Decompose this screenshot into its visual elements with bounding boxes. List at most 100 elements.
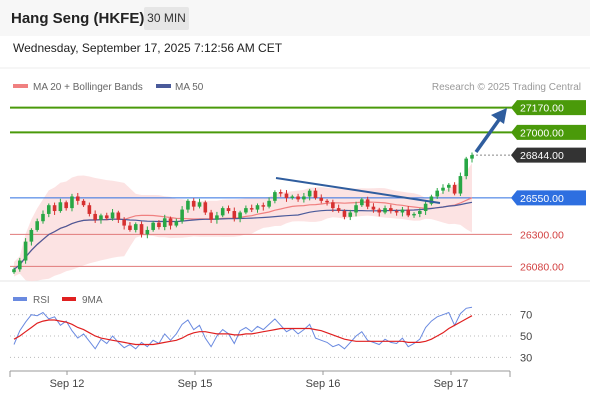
candle-body-31 bbox=[191, 200, 196, 207]
candle-body-8 bbox=[58, 202, 63, 212]
candle-body-40 bbox=[244, 208, 248, 213]
candle-body-77 bbox=[458, 176, 463, 194]
candle-body-27 bbox=[168, 218, 173, 226]
candle-body-66 bbox=[394, 211, 399, 213]
candle-body-6 bbox=[46, 205, 51, 214]
x-tick-label-0: Sep 12 bbox=[50, 378, 85, 390]
rsi-ma-line bbox=[13, 315, 473, 346]
candle-body-47 bbox=[284, 193, 289, 198]
level-label-1: 27000.00 bbox=[520, 127, 564, 139]
candle-body-30 bbox=[186, 200, 190, 210]
trend-lines bbox=[275, 108, 507, 204]
candle-body-46 bbox=[278, 192, 283, 194]
candle-body-33 bbox=[203, 202, 208, 213]
candle-body-3 bbox=[29, 229, 34, 242]
rsi-tick-label-0: 70 bbox=[520, 310, 532, 322]
projection-arrow-head bbox=[491, 108, 507, 124]
rsi-panel: 70 50 30 bbox=[10, 306, 532, 364]
candle-body-50 bbox=[302, 196, 306, 200]
level-tag-0 bbox=[511, 100, 586, 116]
candle-body-79 bbox=[470, 155, 474, 159]
candle-body-13 bbox=[87, 205, 92, 214]
candle-body-22 bbox=[139, 224, 144, 235]
downtrend-line bbox=[275, 177, 441, 204]
x-tick-label-1: Sep 15 bbox=[178, 378, 213, 390]
bollinger-bands bbox=[14, 163, 472, 282]
candle-body-24 bbox=[151, 222, 155, 230]
candle-body-39 bbox=[238, 212, 242, 219]
rsi-tick-label-2: 30 bbox=[520, 352, 532, 364]
instrument-title: Hang Seng (HKFE) bbox=[11, 10, 145, 27]
candle-body-25 bbox=[157, 222, 161, 228]
level-label-3: 26550.00 bbox=[520, 193, 564, 205]
candle-body-28 bbox=[174, 221, 179, 226]
candle-body-60 bbox=[360, 199, 364, 206]
candle-body-59 bbox=[354, 205, 358, 213]
x-tick-label-2: Sep 16 bbox=[306, 378, 341, 390]
candle-body-32 bbox=[197, 202, 202, 207]
candle-body-19 bbox=[122, 219, 126, 226]
x-tick-label-3: Sep 17 bbox=[434, 378, 469, 390]
candle-body-57 bbox=[342, 211, 347, 217]
candle-body-5 bbox=[41, 213, 45, 222]
candle-body-7 bbox=[52, 205, 57, 212]
ma50-legend-swatch bbox=[156, 84, 171, 88]
candle-body-21 bbox=[133, 224, 138, 230]
rsi-tick-label-1: 50 bbox=[520, 331, 532, 343]
candle-body-76 bbox=[452, 184, 457, 194]
candle-body-43 bbox=[261, 205, 266, 207]
candle-body-63 bbox=[377, 209, 382, 213]
candle-body-35 bbox=[215, 215, 219, 220]
candle-body-0 bbox=[12, 269, 16, 273]
candle-body-73 bbox=[435, 190, 440, 197]
rsi-ma-legend-label: 9MA bbox=[82, 295, 103, 306]
level-label-5: 26080.00 bbox=[520, 261, 564, 273]
datetime-label: Wednesday, September 17, 2025 7:12:56 AM… bbox=[13, 41, 283, 55]
candles bbox=[12, 152, 474, 274]
candle-body-36 bbox=[220, 208, 225, 216]
x-axis-labels: Sep 12 Sep 15 Sep 16 Sep 17 bbox=[50, 371, 469, 390]
source-label: Research © 2025 Trading Central bbox=[432, 82, 581, 93]
candle-body-18 bbox=[116, 212, 121, 220]
candle-body-9 bbox=[64, 202, 68, 209]
ma50-legend-label: MA 50 bbox=[175, 82, 204, 93]
level-label-4: 26300.00 bbox=[520, 229, 564, 241]
candle-body-78 bbox=[464, 158, 469, 177]
ma20-legend-label: MA 20 + Bollinger Bands bbox=[33, 82, 143, 93]
candle-body-52 bbox=[313, 190, 318, 198]
header-bar bbox=[0, 0, 590, 36]
candle-body-75 bbox=[447, 184, 451, 188]
candle-body-26 bbox=[162, 218, 167, 228]
candle-body-74 bbox=[441, 187, 445, 191]
candle-body-1 bbox=[17, 260, 22, 270]
candle-body-16 bbox=[104, 215, 109, 219]
bollinger-band-area bbox=[14, 163, 472, 282]
candle-body-23 bbox=[145, 229, 150, 235]
candle-body-65 bbox=[389, 208, 393, 212]
candle-body-72 bbox=[429, 196, 434, 204]
candle-body-70 bbox=[418, 211, 422, 214]
rsi-line bbox=[13, 306, 473, 350]
moving-averages bbox=[13, 197, 473, 270]
candle-body-71 bbox=[423, 203, 428, 212]
ma50-line bbox=[13, 201, 473, 270]
rsi-legend-label: RSI bbox=[33, 295, 50, 306]
level-tag-3 bbox=[511, 190, 586, 206]
candle-body-15 bbox=[99, 215, 103, 220]
interval-button[interactable]: 30 MIN bbox=[144, 7, 189, 30]
level-label-0: 27170.00 bbox=[520, 103, 564, 115]
candle-body-69 bbox=[412, 213, 416, 216]
ma20-legend-swatch bbox=[13, 84, 28, 88]
candle-body-48 bbox=[290, 196, 295, 198]
candle-body-41 bbox=[249, 208, 254, 210]
candle-body-17 bbox=[110, 212, 115, 219]
candle-body-2 bbox=[23, 241, 28, 261]
candle-body-55 bbox=[331, 202, 335, 209]
candle-body-34 bbox=[209, 212, 213, 220]
price-levels bbox=[10, 106, 512, 267]
candle-body-20 bbox=[128, 225, 132, 230]
candle-body-29 bbox=[180, 209, 184, 222]
level-label-2: 26844.00 bbox=[520, 150, 564, 162]
level-tag-2 bbox=[511, 147, 586, 163]
